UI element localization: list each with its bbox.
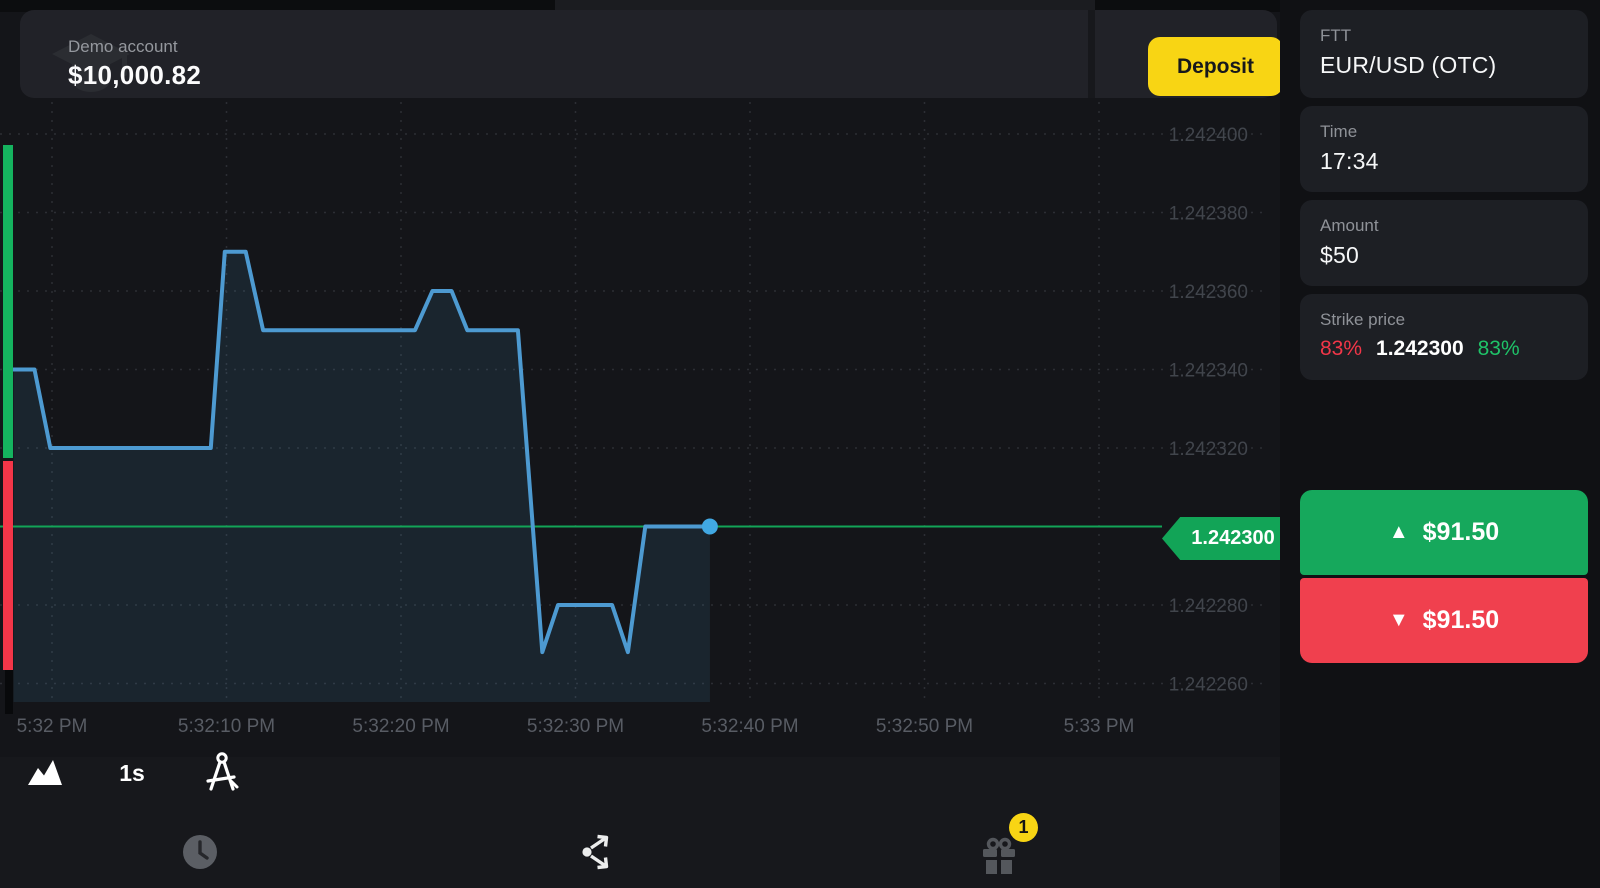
instrument-name: EUR/USD (OTC)	[1320, 52, 1497, 78]
x-tick-label: 5:32:50 PM	[876, 716, 973, 737]
buy-payout: $91.50	[1422, 518, 1500, 546]
amount-value: $50	[1320, 242, 1359, 268]
x-tick-label: 5:32:30 PM	[527, 716, 624, 737]
y-tick-label: 1.242360	[1169, 282, 1248, 303]
top-bar: Demo account $10,000.82 Deposit	[20, 10, 1283, 98]
instrument-card[interactable]: FTT EUR/USD (OTC)	[1300, 10, 1588, 98]
price-area-fill	[13, 251, 710, 702]
y-tick-label: 1.242320	[1169, 439, 1248, 460]
sentiment-bar-base	[5, 670, 13, 714]
x-tick-label: 5:32:20 PM	[352, 716, 449, 737]
y-tick-label: 1.242400	[1169, 125, 1248, 146]
y-tick-label: 1.242260	[1169, 675, 1248, 696]
chart-toolbar: 1s	[0, 745, 1280, 805]
price-chart-canvas[interactable]: 5:32 PM 5:32:10 PM 5:32:20 PM 5:32:30 PM 5:3…	[0, 12, 1280, 757]
area-chart-icon	[26, 760, 64, 790]
clock-icon	[180, 834, 220, 875]
y-tick-label: 1.242340	[1169, 361, 1248, 382]
expiration-time-card[interactable]: Time 17:34	[1300, 106, 1588, 192]
strike-row: 83% 1.242300 83%	[1320, 337, 1568, 361]
trades-history-button[interactable]	[165, 823, 235, 883]
top-strip-segment	[555, 0, 1095, 12]
current-price-dot	[701, 518, 718, 535]
account-type-label: Demo account	[68, 37, 178, 56]
strike-price-tag: 1.242300	[1162, 517, 1292, 560]
trade-panel: FTT EUR/USD (OTC) Time 17:34 Amount $50 …	[1280, 0, 1600, 888]
sentiment-bar-buyers	[3, 145, 13, 458]
time-value: 17:34	[1320, 148, 1379, 174]
gift-badge: 1	[1009, 813, 1038, 842]
instrument-type-label: FTT	[1320, 26, 1352, 45]
drawing-tools-button[interactable]	[202, 750, 242, 796]
amount-card[interactable]: Amount $50	[1300, 200, 1588, 286]
gifts-button[interactable]: 1	[965, 813, 1038, 883]
strike-label: Strike price	[1320, 310, 1406, 329]
buy-up-button[interactable]: ▲ $91.50	[1300, 490, 1588, 575]
expand-arrows-icon	[579, 834, 615, 874]
x-tick-label: 5:32:40 PM	[701, 716, 798, 737]
chart-type-button[interactable]	[24, 755, 66, 791]
gift-icon	[980, 837, 1020, 880]
price-line	[11, 249, 712, 655]
amount-label: Amount	[1320, 216, 1379, 235]
sell-payout: $91.50	[1422, 606, 1500, 634]
down-arrow-icon: ▼	[1388, 609, 1409, 631]
x-tick-label: 5:33 PM	[1064, 716, 1135, 737]
payout-up-percent: 83%	[1477, 337, 1520, 360]
timeframe-button[interactable]: 1s	[108, 753, 156, 793]
time-label: Time	[1320, 122, 1358, 141]
graduation-cap-icon	[48, 30, 134, 107]
strike-price-value: 1.242300	[1376, 337, 1464, 360]
account-balance: $10,000.82	[68, 60, 202, 90]
up-arrow-icon: ▲	[1388, 521, 1409, 543]
y-tick-label: 1.242280	[1169, 596, 1248, 617]
expand-button[interactable]	[562, 823, 632, 883]
payout-down-percent: 83%	[1320, 337, 1363, 360]
sentiment-bar-sellers	[3, 461, 13, 670]
account-switcher[interactable]: Demo account $10,000.82	[44, 20, 444, 108]
sell-down-button[interactable]: ▼ $91.50	[1300, 578, 1588, 663]
x-tick-label: 5:32:10 PM	[178, 716, 275, 737]
deposit-button[interactable]: Deposit	[1148, 37, 1283, 96]
strike-price-card: Strike price 83% 1.242300 83%	[1300, 294, 1588, 380]
y-tick-label: 1.242380	[1169, 204, 1248, 225]
price-chart[interactable]: 5:32 PM 5:32:10 PM 5:32:20 PM 5:32:30 PM 5:3…	[0, 12, 1292, 757]
top-bar-divider	[1088, 10, 1095, 98]
x-tick-label: 5:32 PM	[17, 716, 88, 737]
compass-icon	[204, 752, 240, 797]
